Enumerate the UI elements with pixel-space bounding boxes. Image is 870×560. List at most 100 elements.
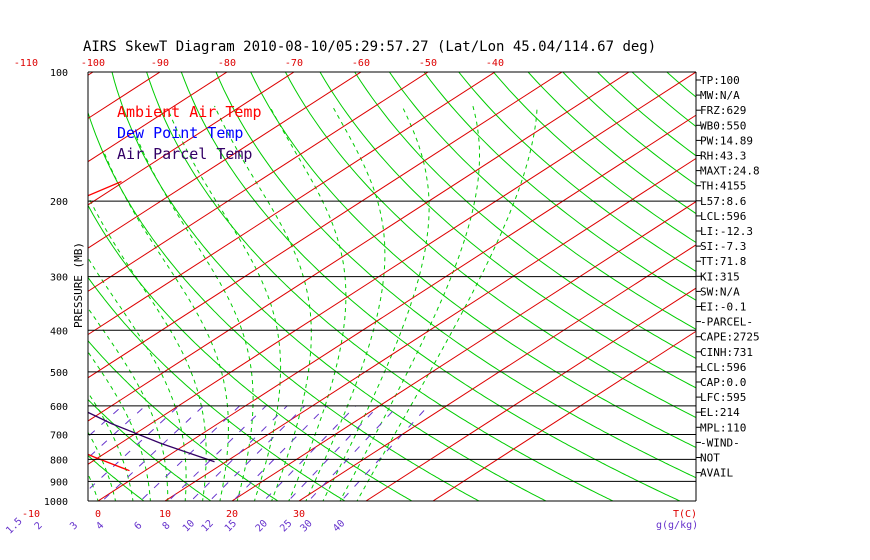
dry-adiabat (180, 72, 682, 501)
index-item: CAPE:2725 (700, 331, 760, 344)
index-item: CAP:0.0 (700, 376, 746, 389)
moist-adiabat (356, 105, 538, 501)
moist-adiabat (214, 105, 312, 501)
moist-adiabat (88, 431, 117, 501)
index-item: SI:-7.3 (700, 240, 746, 253)
moist-adiabat (88, 391, 134, 501)
mixing-ratio-line (88, 405, 146, 459)
top-temp-tick: -60 (352, 58, 370, 69)
index-panel: TP:100 MW:N/A FRZ:629 WB0:550 PW:14.89 RH:43.… (696, 74, 760, 480)
isotherm (88, 72, 696, 465)
index-item: L57:8.6 (700, 195, 746, 208)
isotherm (88, 72, 295, 206)
index-item: LCL:596 (700, 361, 746, 374)
index-item: TH:4155 (700, 180, 746, 193)
index-item: TT:71.8 (700, 255, 746, 268)
moist-adiabat (269, 105, 347, 501)
top-temp-tick: -100 (81, 58, 105, 69)
mixing-ratio-axis-label: g(g/kg) (656, 520, 698, 531)
mixing-ratio-lines (88, 405, 429, 501)
x-axis-labels: T(C)g(g/kg) (656, 509, 698, 531)
dry-adiabat (146, 72, 615, 501)
dry-adiabat (88, 204, 413, 501)
index-item: MPL:110 (700, 421, 746, 434)
index-item: -WIND- (700, 436, 740, 449)
pressure-tick-label: 200 (50, 197, 68, 208)
pressure-tick-label: 300 (50, 273, 68, 284)
index-item: MAXT:24.8 (700, 165, 760, 178)
isotherm (88, 72, 362, 249)
plot-frame (87, 72, 697, 501)
isotherm (88, 72, 228, 163)
bottom-temp-tick: 30 (293, 509, 305, 520)
moist-adiabat (135, 134, 254, 501)
isotherm (88, 72, 563, 379)
dry-adiabat (458, 72, 696, 272)
dry-adiabat (215, 72, 696, 479)
top-temp-tick: -110 (14, 58, 38, 69)
dry-adiabat (388, 72, 696, 330)
pressure-tick-label: 500 (50, 368, 68, 379)
bottom-temp-tick: 10 (159, 509, 171, 520)
y-axis-label: PRESSURE (MB) (72, 242, 85, 328)
legend-ambient-temp: Ambient Air Temp (117, 103, 262, 121)
dry-adiabat (354, 72, 696, 359)
mixing-ratio-line (340, 405, 429, 501)
isotherm (88, 72, 496, 336)
isotherm (88, 72, 429, 292)
top-temperature-ticks: -120-110-100-90-80-70-60-50-40 (14, 58, 504, 69)
top-temp-tick: -70 (285, 58, 303, 69)
isotherm (164, 157, 696, 501)
pressure-tick-label: 700 (50, 431, 68, 442)
sounding-series (88, 180, 215, 472)
index-item: LCL:596 (700, 210, 746, 223)
moist-adiabat (339, 105, 480, 501)
index-item: TP:100 (700, 74, 740, 87)
bottom-temp-tick: 20 (226, 509, 238, 520)
dry-adiabat-lines (88, 72, 696, 501)
parcel-line (88, 411, 215, 463)
index-item: KI:315 (700, 270, 740, 283)
isotherm (231, 201, 696, 501)
dry-adiabat (319, 72, 696, 389)
isotherm (365, 287, 696, 501)
index-item: -PARCEL- (700, 316, 753, 329)
bottom-temp-tick: 0 (95, 509, 101, 520)
dry-adiabat (88, 340, 279, 501)
moist-adiabat (88, 307, 169, 501)
top-temp-tick: -80 (218, 58, 236, 69)
pressure-tick-label: 400 (50, 326, 68, 337)
index-item: AVAIL (700, 467, 733, 480)
isotherm (88, 72, 630, 422)
legend-dewpoint-temp: Dew Point Temp (117, 124, 243, 142)
isobar-lines (88, 71, 696, 502)
bottom-temp-tick: -10 (22, 509, 40, 520)
index-item: LI:-12.3 (700, 225, 753, 238)
index-item: LFC:595 (700, 391, 746, 404)
pressure-tick-label: 800 (50, 455, 68, 466)
moist-adiabat (305, 105, 386, 501)
top-temp-tick: -50 (419, 58, 437, 69)
temperature-axis-label: T(C) (673, 509, 697, 520)
moist-adiabat (104, 153, 229, 501)
pressure-tick-label: 900 (50, 477, 68, 488)
dry-adiabat (111, 72, 548, 501)
index-item: CINH:731 (700, 346, 753, 359)
index-item: MW:N/A (700, 89, 740, 102)
dry-adiabat (250, 72, 696, 449)
dry-adiabat (423, 72, 696, 301)
legend-parcel-temp: Air Parcel Temp (117, 145, 252, 163)
dry-adiabat (88, 454, 145, 501)
legend: Ambient Air Temp Dew Point Temp Air Parcel… (117, 103, 262, 163)
index-item: FRZ:629 (700, 104, 746, 117)
isotherm (432, 330, 696, 501)
moist-adiabat (88, 257, 187, 501)
pressure-tick-label: 1000 (44, 497, 68, 508)
top-temp-tick: -40 (486, 58, 504, 69)
mixing-ratio-line (88, 405, 123, 438)
dry-adiabat (284, 72, 696, 419)
pressure-tick-label: 100 (50, 68, 68, 79)
chart-title: AIRS SkewT Diagram 2010-08-10/05:29:57.2… (83, 39, 656, 55)
